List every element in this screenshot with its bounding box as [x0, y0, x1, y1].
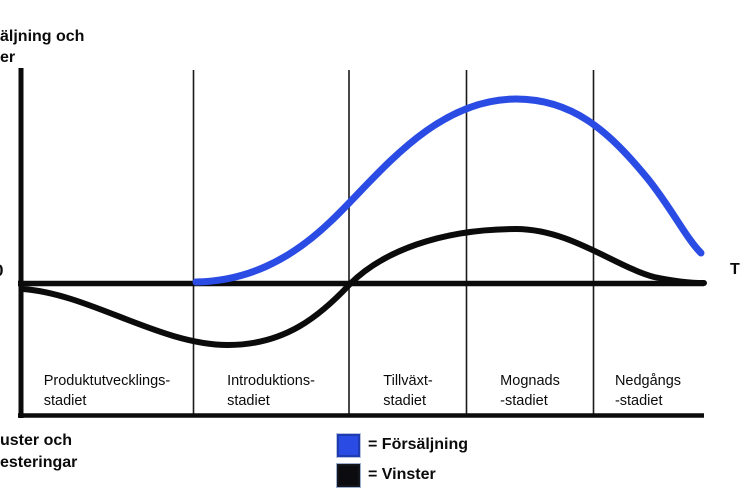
stage-5-line1: Nedgångs [614, 373, 682, 389]
stage-1-line1: Produktutvecklings- [43, 373, 171, 389]
stage-4-line2: -stadiet [500, 393, 548, 409]
stage-3-line1: Tillväxt- [383, 373, 433, 389]
legend: = Försäljning = Vinster [337, 433, 468, 493]
stage-label-mognad: Mognads -stadiet [500, 371, 560, 411]
y-axis-title-line1: äljning och [0, 28, 85, 45]
stage-3-line2: stadiet [383, 393, 427, 409]
stage-label-nedgang: Nedgångs -stadiet [615, 371, 681, 411]
sales-legend-label: = Försäljning [368, 436, 469, 453]
stage-4-line1: Mognads [500, 373, 560, 389]
stage-1-line2: stadiet [43, 393, 87, 409]
stage-2-line2: stadiet [227, 393, 270, 409]
zero-tick-label: 0 [0, 261, 3, 281]
sales-curve [192, 95, 705, 286]
profit-curve [20, 225, 707, 349]
stage-label-tillvaxt: Tillväxt-stadiet [383, 371, 432, 411]
profit-legend-label: = Vinster [368, 466, 436, 483]
profit-swatch-icon [337, 463, 360, 487]
losses-label-line1: uster och [0, 432, 73, 449]
stage-2-line1: Introduktions- [227, 373, 315, 389]
losses-investments-label: uster och esteringar [0, 430, 77, 474]
legend-row-profit: = Vinster [337, 463, 468, 487]
time-axis-label: T [730, 261, 740, 278]
y-axis-title-line2: er [0, 49, 16, 66]
losses-label-line2: esteringar [0, 454, 78, 471]
y-axis-title: äljning och er [0, 26, 84, 68]
sales-swatch-icon [337, 433, 360, 457]
stage-5-line2: -stadiet [614, 393, 663, 409]
stage-label-introduktion: Introduktions-stadiet [227, 371, 315, 411]
legend-row-sales: = Försäljning [337, 433, 468, 457]
stage-label-produktutveckling: Produktutvecklings-stadiet [44, 371, 171, 411]
